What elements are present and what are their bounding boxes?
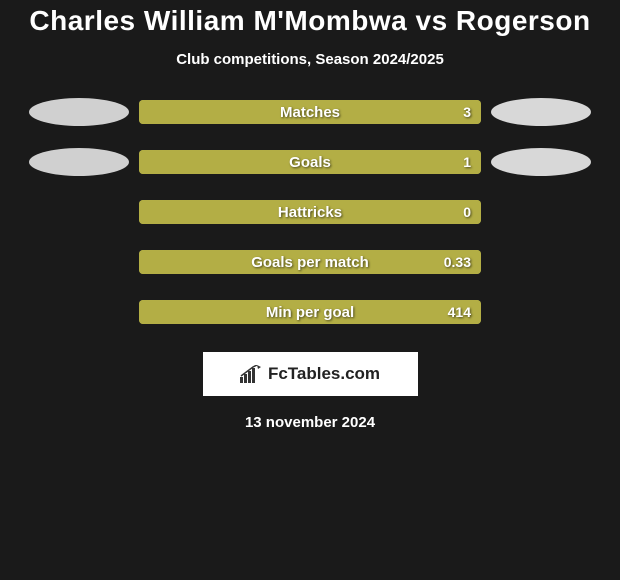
subtitle: Club competitions, Season 2024/2025	[0, 51, 620, 68]
stat-rows: Matches3 Goals1 Hattricks0 Goals per match0…	[0, 98, 620, 326]
stat-row: Matches3	[0, 98, 620, 126]
stat-bar-fill	[139, 200, 481, 224]
stat-bar: Goals1	[139, 150, 481, 174]
player-right-marker	[491, 98, 591, 126]
stat-row: Goals per match0.33	[0, 248, 620, 276]
stat-row: Min per goal414	[0, 298, 620, 326]
source-logo[interactable]: FcTables.com	[203, 352, 418, 396]
stat-bar-fill	[139, 150, 481, 174]
logo-text: FcTables.com	[268, 364, 380, 384]
stat-bar: Goals per match0.33	[139, 250, 481, 274]
stat-bar: Matches3	[139, 100, 481, 124]
comparison-widget: Charles William M'Mombwa vs Rogerson Clu…	[0, 0, 620, 431]
stat-bar-fill	[139, 100, 481, 124]
stat-bar: Min per goal414	[139, 300, 481, 324]
stat-bar-fill	[139, 300, 481, 324]
player-right-marker	[491, 148, 591, 176]
stat-row: Goals1	[0, 148, 620, 176]
stat-bar: Hattricks0	[139, 200, 481, 224]
stat-bar-fill	[139, 250, 481, 274]
player-left-marker	[29, 98, 129, 126]
stat-row: Hattricks0	[0, 198, 620, 226]
page-title: Charles William M'Mombwa vs Rogerson	[0, 5, 620, 37]
player-left-marker	[29, 148, 129, 176]
date-label: 13 november 2024	[0, 414, 620, 431]
bars-icon	[240, 365, 262, 383]
